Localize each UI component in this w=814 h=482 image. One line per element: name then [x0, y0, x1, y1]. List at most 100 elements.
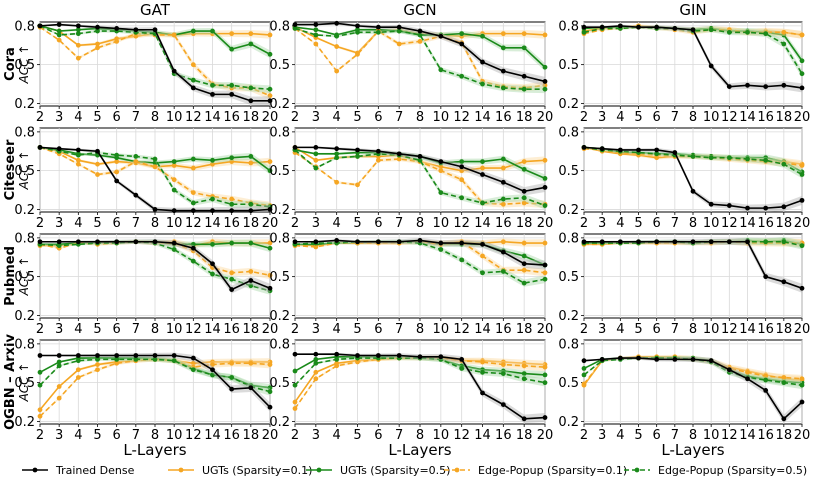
legend-item-ep01: Edge-Popup (Sparsity=0.1): [444, 464, 627, 477]
x-tick-label: 5: [634, 428, 642, 443]
point-ugt05: [480, 159, 485, 165]
point-ep05: [248, 283, 254, 289]
point-dense: [313, 22, 319, 27]
y-tick-label: 0.2: [14, 309, 35, 324]
legend-marker-ugt05: [316, 467, 322, 473]
point-ugt05: [229, 46, 235, 52]
point-ugt05: [480, 33, 485, 39]
row-label: Cora: [3, 47, 18, 81]
point-dense: [171, 240, 177, 246]
legend-item-ep05: Edge-Popup (Sparsity=0.5): [624, 464, 807, 477]
y-axis-label: ACC ↑: [17, 151, 31, 191]
x-tick-label: 20: [262, 110, 279, 125]
x-tick-label: 20: [794, 322, 811, 337]
point-ep05: [438, 67, 444, 73]
point-ep01: [95, 367, 100, 373]
point-ep01: [355, 182, 360, 188]
point-ugt01: [75, 367, 81, 373]
y-tick-label: 0.5: [14, 164, 35, 179]
point-ugt01: [248, 160, 254, 166]
point-ep05: [334, 356, 340, 362]
x-tick-label: 8: [689, 110, 697, 125]
x-tick-label: 5: [93, 428, 101, 443]
point-dense: [133, 27, 139, 33]
point-ep05: [708, 27, 714, 33]
x-tick-label: 20: [794, 216, 811, 231]
point-dense: [480, 241, 485, 247]
point-ep05: [133, 154, 139, 159]
point-ep05: [171, 358, 177, 364]
x-tick-label: 8: [416, 428, 424, 443]
point-ugt05: [334, 151, 340, 157]
y-tick-label: 0.8: [558, 19, 579, 34]
point-ep05: [267, 389, 273, 395]
x-tick-label: 16: [223, 428, 240, 443]
point-ugt05: [229, 155, 235, 161]
point-ugt01: [500, 239, 506, 245]
x-tick-label: 10: [166, 110, 183, 125]
point-dense: [396, 353, 402, 358]
point-ep01: [542, 270, 548, 276]
x-tick-label: 10: [433, 428, 450, 443]
x-tick-label: 12: [721, 428, 738, 443]
x-tick-label: 7: [132, 428, 140, 443]
point-ugt01: [313, 369, 319, 375]
point-ep01: [799, 32, 805, 38]
x-tick-label: 14: [739, 110, 756, 125]
point-ep05: [229, 276, 235, 282]
point-ugt01: [267, 32, 273, 38]
x-tick-label: 20: [262, 428, 279, 443]
x-tick-label: 12: [185, 428, 202, 443]
point-dense: [375, 353, 381, 358]
band-ep05: [40, 239, 270, 295]
point-ugt05: [500, 45, 506, 51]
point-ep05: [190, 200, 196, 206]
row-label: OGBN – Arxiv: [3, 334, 18, 430]
point-dense: [654, 24, 660, 30]
column-title: GIN: [679, 1, 706, 19]
point-ep05: [521, 376, 527, 382]
x-tick-label: 14: [739, 216, 756, 231]
point-dense: [672, 356, 678, 362]
point-ep05: [229, 201, 235, 207]
x-tick-label: 4: [333, 110, 341, 125]
point-ep05: [95, 356, 100, 362]
point-ep01: [334, 179, 340, 185]
point-ugt05: [521, 371, 527, 376]
point-ugt05: [56, 28, 62, 34]
point-ep05: [355, 154, 360, 159]
point-ep01: [781, 29, 787, 35]
point-ep05: [210, 372, 215, 378]
legend-marker-ep05: [634, 467, 640, 473]
y-tick-label: 0.5: [269, 58, 290, 73]
x-tick-label: 6: [653, 216, 661, 231]
panel-pubmed-gin: 2 3 4 5 6 7 8 10 12 14 16 18 20 0.2 0.5 0.8: [558, 231, 810, 337]
x-tick-label: 2: [291, 428, 299, 443]
x-tick-label: 16: [757, 110, 774, 125]
x-tick-label: 18: [776, 322, 793, 337]
y-tick-label: 0.5: [14, 270, 35, 285]
x-tick-label: 8: [689, 428, 697, 443]
x-tick-label: 18: [776, 428, 793, 443]
point-dense: [781, 279, 787, 285]
point-dense: [334, 146, 340, 152]
point-ep05: [799, 243, 805, 249]
panel-cora-gcn: 2 3 4 5 6 7 8 10 12 14 16 18 20 0.2 0.5 0.8: [269, 19, 553, 125]
x-tick-label: 16: [757, 428, 774, 443]
point-ugt05: [267, 385, 273, 391]
point-ep01: [480, 253, 485, 259]
point-ep01: [334, 363, 340, 369]
point-ugt05: [581, 366, 587, 371]
point-dense: [229, 287, 235, 292]
band-ep01: [40, 26, 270, 100]
point-dense: [708, 201, 714, 207]
point-dense: [75, 147, 81, 153]
point-dense: [745, 376, 750, 382]
legend-marker-ugt01: [178, 467, 184, 473]
point-ugt01: [292, 399, 298, 405]
x-tick-label: 5: [353, 322, 361, 337]
point-dense: [617, 239, 623, 245]
panel-citeseer-gin: 2 3 4 5 6 7 8 10 12 14 16 18 20 0.2 0.5 0.8: [558, 125, 810, 231]
y-tick-label: 0.8: [269, 337, 290, 352]
x-tick-label: 6: [113, 216, 121, 231]
